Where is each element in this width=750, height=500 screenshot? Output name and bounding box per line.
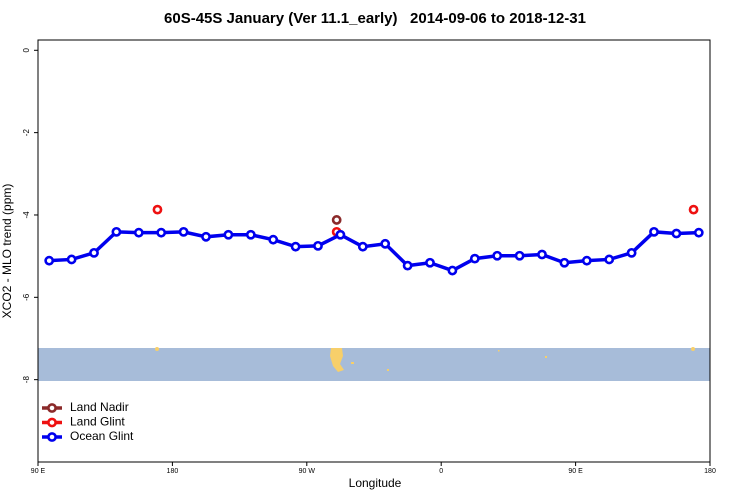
legend-marker [47, 403, 57, 413]
series-line [49, 230, 699, 273]
data-point [447, 265, 458, 276]
data-point [66, 254, 77, 265]
data-point [380, 238, 391, 249]
legend-marker [47, 432, 57, 442]
y-tick-label: -4 [22, 211, 31, 219]
data-point [559, 257, 570, 268]
data-point [223, 229, 234, 240]
land-blob [691, 347, 695, 351]
data-point [537, 249, 547, 260]
data-point [425, 257, 435, 268]
x-axis-label: Longitude [349, 476, 402, 490]
plot-frame [37, 39, 711, 463]
data-point [626, 247, 637, 258]
y-tick-label: -2 [22, 129, 31, 137]
data-point [290, 241, 301, 252]
legend-label: Ocean Glint [70, 429, 134, 443]
data-point [313, 240, 323, 251]
data-point [178, 226, 189, 237]
data-point [469, 253, 480, 264]
data-point [156, 227, 167, 238]
data-point [111, 226, 122, 237]
chart-title: 60S-45S January (Ver 11.1_early) 2014-09… [164, 10, 586, 27]
data-point [335, 229, 346, 240]
data-point [671, 228, 682, 239]
land-blob [330, 348, 344, 372]
x-tick-label: 0 [439, 468, 443, 475]
land-blob [351, 362, 354, 364]
data-point [152, 204, 163, 215]
land-blob [155, 347, 159, 351]
data-point [688, 204, 699, 215]
legend-marker [47, 417, 57, 428]
land-blob [387, 369, 389, 371]
y-tick-label: -8 [22, 376, 31, 384]
data-point [331, 215, 342, 225]
map-strip [38, 347, 710, 381]
data-point [357, 241, 368, 252]
y-axis-label: XCO2 - MLO trend (ppm) [0, 184, 14, 319]
x-tick-label: 90 E [31, 468, 46, 475]
data-point [44, 255, 55, 266]
data-point [402, 260, 413, 271]
land-blob [545, 356, 547, 358]
legend-label: Land Glint [70, 415, 125, 429]
data-point [201, 231, 211, 242]
y-tick-label: -6 [22, 293, 31, 301]
legend-label: Land Nadir [70, 400, 129, 414]
data-point [492, 250, 503, 261]
x-tick-label: 90 E [568, 468, 583, 475]
data-point [581, 255, 592, 266]
data-point [649, 226, 659, 237]
land-blob [498, 350, 500, 352]
x-tick-label: 180 [704, 468, 716, 475]
ocean-map [38, 348, 710, 381]
data-point [514, 250, 525, 261]
data-point [604, 254, 615, 265]
data-point [89, 247, 99, 258]
data-point [245, 229, 256, 240]
x-tick-label: 180 [167, 468, 179, 475]
data-point [693, 227, 704, 238]
y-tick-label: 0 [22, 48, 31, 53]
data-point [268, 234, 279, 245]
x-tick-label: 90 W [299, 468, 316, 475]
data-point [133, 227, 144, 238]
